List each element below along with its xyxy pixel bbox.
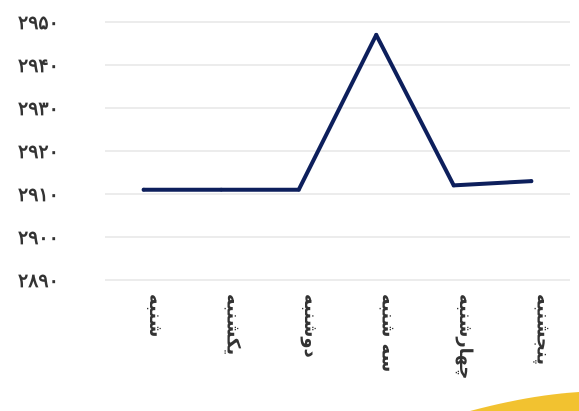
y-tick-label: ۲۹۵۰ <box>18 12 59 34</box>
series-line <box>141 32 534 192</box>
x-tick-label: چهارشنبه <box>455 294 476 379</box>
corner-decoration <box>470 392 579 411</box>
data-point <box>296 187 301 192</box>
x-axis-tick-labels: شنبه یکشنبه دوشنبه سه شنبه چهارشنبه پنجشنبه <box>145 294 554 379</box>
data-point <box>141 187 146 192</box>
y-axis-tick-labels: ۲۸۹۰ ۲۹۰۰ ۲۹۱۰ ۲۹۲۰ ۲۹۳۰ ۲۹۴۰ ۲۹۵۰ <box>18 12 59 292</box>
y-tick-label: ۲۸۹۰ <box>18 270 59 292</box>
y-tick-label: ۲۹۳۰ <box>18 98 59 120</box>
data-point <box>374 32 379 37</box>
y-tick-label: ۲۹۲۰ <box>18 141 59 163</box>
y-tick-label: ۲۹۱۰ <box>18 184 59 206</box>
x-tick-label: دوشنبه <box>300 294 321 358</box>
data-point <box>529 179 534 184</box>
data-point <box>219 187 224 192</box>
series-group <box>141 32 534 192</box>
x-tick-label: شنبه <box>145 294 166 337</box>
x-tick-label: یکشنبه <box>222 294 243 355</box>
y-tick-label: ۲۹۰۰ <box>18 227 59 249</box>
y-tick-label: ۲۹۴۰ <box>18 55 59 77</box>
x-tick-label: سه شنبه <box>377 294 398 372</box>
x-tick-label: پنجشنبه <box>532 294 553 365</box>
gridlines <box>105 21 570 281</box>
data-point <box>451 183 456 188</box>
